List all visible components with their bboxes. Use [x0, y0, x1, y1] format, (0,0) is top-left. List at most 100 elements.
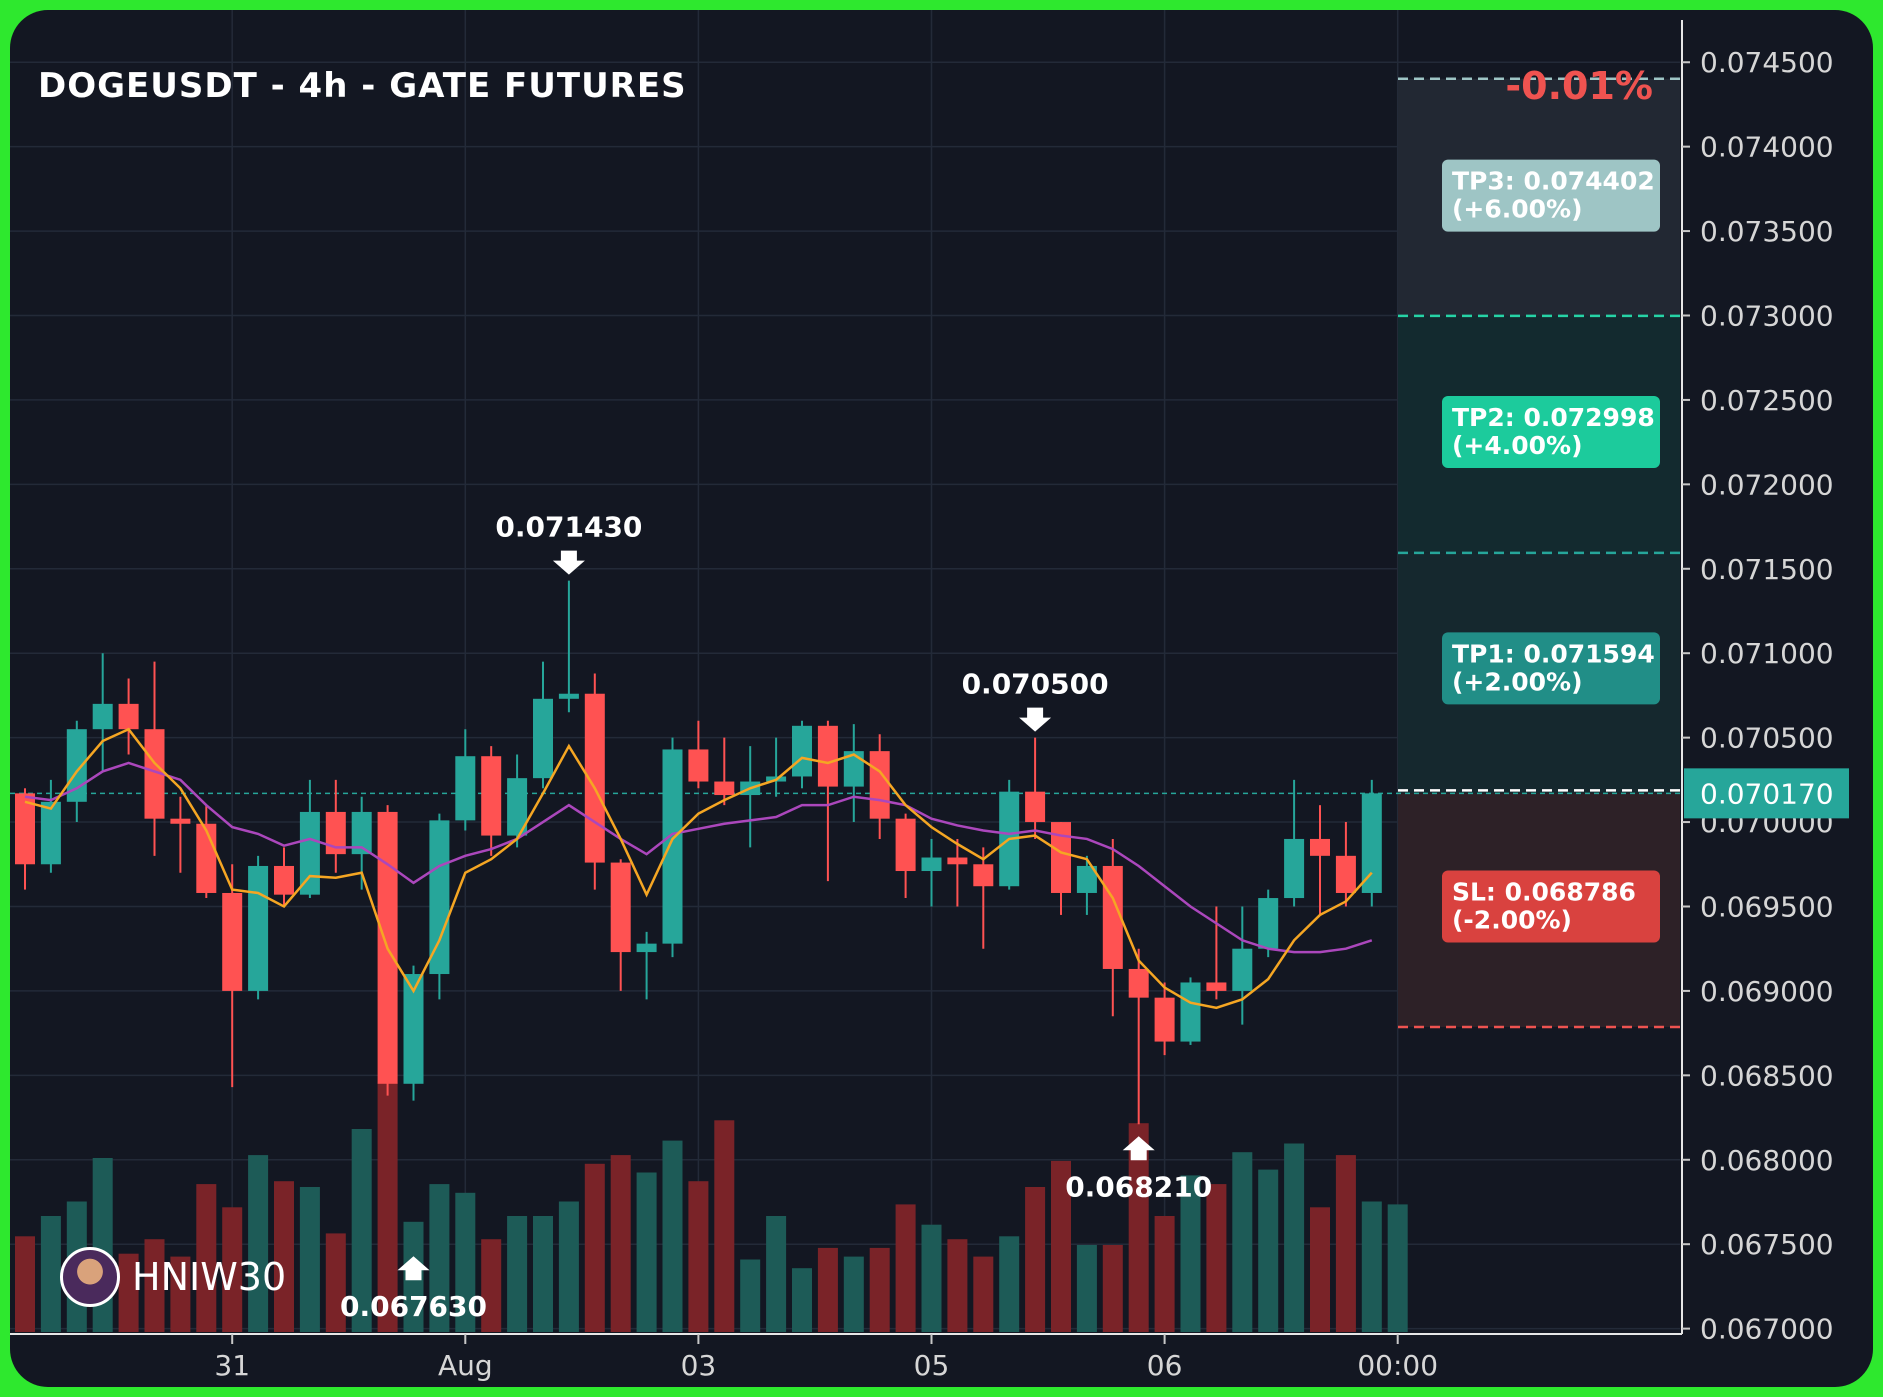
volume-bar — [1206, 1184, 1227, 1332]
candle — [403, 965, 424, 1101]
volume-bar — [999, 1236, 1020, 1332]
arrow-down-icon — [1019, 707, 1052, 732]
annotation-high: 0.070500 — [962, 668, 1109, 732]
candle — [973, 847, 994, 949]
candle — [740, 746, 761, 848]
price-tick-label: 0.074000 — [1700, 131, 1834, 164]
time-tick-label: 31 — [214, 1349, 250, 1382]
time-tick-label: 05 — [914, 1349, 950, 1382]
candle-body — [15, 793, 35, 865]
annotation-low: 0.067630 — [340, 1256, 487, 1323]
candle-body — [817, 725, 838, 787]
candle-body — [1361, 793, 1382, 893]
level-label-box — [1442, 870, 1660, 943]
candle-body — [947, 857, 968, 865]
candle — [1128, 948, 1149, 1125]
volume-bar — [740, 1259, 761, 1332]
volume-bar — [1128, 1123, 1149, 1332]
candle — [325, 779, 346, 873]
candle-body — [792, 725, 812, 777]
candle — [533, 661, 553, 789]
candle-body — [1154, 997, 1175, 1042]
candle-body — [1051, 822, 1071, 893]
price-tick-label: 0.071500 — [1700, 553, 1834, 586]
candle-body — [636, 943, 657, 953]
candle-body — [662, 749, 683, 944]
volume-bar — [558, 1201, 579, 1332]
candle-body — [610, 862, 631, 953]
candle-body — [1076, 865, 1097, 893]
volume-bar — [40, 1216, 61, 1332]
volume-bar — [429, 1184, 450, 1332]
current-price-label: 0.070170 — [1700, 777, 1834, 810]
candle-body — [558, 693, 579, 699]
candle-body — [1128, 968, 1149, 998]
candle — [636, 931, 657, 1000]
volume-bar — [118, 1253, 139, 1332]
candle — [1025, 737, 1046, 839]
price-tick-label: 0.071000 — [1700, 637, 1834, 670]
candlestick-chart[interactable]: 0.071430 0.070500 0.068210 0.067630 TP3: 0.0… — [10, 10, 1873, 1387]
level-label-text: TP1: 0.071594 — [1452, 639, 1655, 668]
level-label-text: TP3: 0.074402 — [1452, 167, 1655, 196]
candle — [714, 737, 735, 806]
candle-body — [222, 892, 243, 991]
candle — [1206, 906, 1227, 1000]
arrow-up-icon — [397, 1256, 430, 1281]
time-tick-label: 00:00 — [1357, 1349, 1438, 1382]
candle-body — [1025, 791, 1046, 823]
price-tick-label: 0.068000 — [1700, 1144, 1834, 1177]
candle — [688, 720, 709, 789]
volume-bar — [299, 1187, 320, 1332]
candle — [895, 813, 916, 899]
volume-bar — [921, 1224, 942, 1332]
price-tick-label: 0.067000 — [1700, 1313, 1834, 1346]
candle-body — [299, 811, 320, 895]
volume-bar — [817, 1247, 838, 1332]
volume-bar — [1335, 1155, 1356, 1332]
volume-bar — [222, 1207, 243, 1332]
price-tick-label: 0.067500 — [1700, 1228, 1834, 1261]
candle-body — [1284, 838, 1305, 899]
candle-body — [843, 751, 864, 787]
level-label-pct: (-2.00%) — [1452, 905, 1572, 934]
annotation-label: 0.071430 — [495, 511, 642, 544]
candle-body — [144, 729, 165, 819]
change-percent: -0.01% — [1505, 64, 1653, 108]
candle-body — [248, 865, 269, 991]
candle-body — [351, 811, 372, 855]
candle — [429, 813, 450, 1000]
candle-body — [533, 698, 553, 779]
candle-body — [325, 811, 346, 855]
candle — [1051, 822, 1071, 915]
candle — [118, 678, 139, 755]
candle — [921, 838, 942, 907]
candle — [1076, 855, 1097, 915]
candle-body — [1180, 982, 1201, 1042]
volume-bar — [351, 1129, 372, 1332]
price-tick-label: 0.068500 — [1700, 1059, 1834, 1092]
price-tick-label: 0.072000 — [1700, 468, 1834, 501]
candle-body — [40, 801, 61, 865]
arrow-down-icon — [552, 550, 585, 575]
volume-bar — [843, 1256, 864, 1332]
level-label-sl: SL: 0.068786(-2.00%) — [1442, 870, 1660, 943]
candle — [1154, 982, 1175, 1056]
volume-bar — [973, 1256, 994, 1332]
candle — [792, 720, 812, 789]
candle — [1284, 779, 1305, 907]
candle — [274, 847, 294, 907]
ema-fast-line — [24, 727, 1373, 1010]
annotation-label: 0.068210 — [1065, 1170, 1212, 1203]
volume-bar — [248, 1155, 269, 1332]
brand: HNIW30 — [60, 1247, 286, 1307]
candle — [1180, 977, 1201, 1045]
level-label-box — [1442, 159, 1660, 232]
candle — [1361, 779, 1382, 907]
price-tick-label: 0.069500 — [1700, 890, 1834, 923]
volume-bar — [1258, 1169, 1279, 1332]
level-label-pct: (+2.00%) — [1452, 667, 1583, 696]
volume-bar — [1284, 1143, 1305, 1332]
candle-body — [429, 820, 450, 975]
candle-body — [455, 756, 476, 821]
